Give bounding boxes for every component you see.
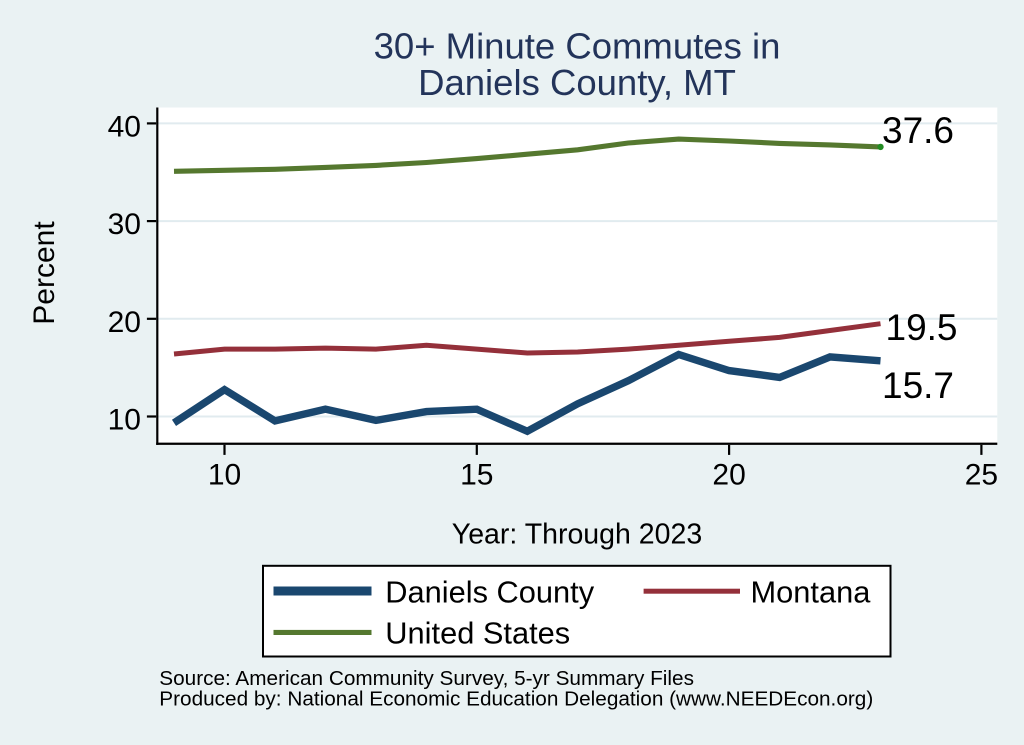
svg-text:Daniels County, MT: Daniels County, MT <box>418 62 736 103</box>
svg-text:30: 30 <box>108 208 141 241</box>
svg-text:Year: Through 2023: Year: Through 2023 <box>452 519 702 551</box>
svg-text:Montana: Montana <box>751 574 872 609</box>
svg-text:15.7: 15.7 <box>882 365 954 406</box>
svg-text:Percent: Percent <box>28 221 61 325</box>
svg-text:20: 20 <box>108 306 141 339</box>
svg-text:Source: American Community Sur: Source: American Community Survey, 5-yr … <box>159 667 694 690</box>
svg-text:19.5: 19.5 <box>886 307 958 348</box>
svg-text:10: 10 <box>108 404 141 437</box>
svg-text:40: 40 <box>108 110 141 143</box>
svg-text:United States: United States <box>385 615 570 650</box>
svg-text:37.6: 37.6 <box>882 110 954 151</box>
svg-text:15: 15 <box>460 459 493 492</box>
svg-text:30+ Minute Commutes in: 30+ Minute Commutes in <box>374 26 781 67</box>
svg-text:10: 10 <box>208 459 241 492</box>
svg-text:Produced by: National Economic: Produced by: National Economic Education… <box>159 687 873 710</box>
svg-text:20: 20 <box>712 459 745 492</box>
svg-text:Daniels County: Daniels County <box>385 574 594 609</box>
svg-text:25: 25 <box>965 459 998 492</box>
